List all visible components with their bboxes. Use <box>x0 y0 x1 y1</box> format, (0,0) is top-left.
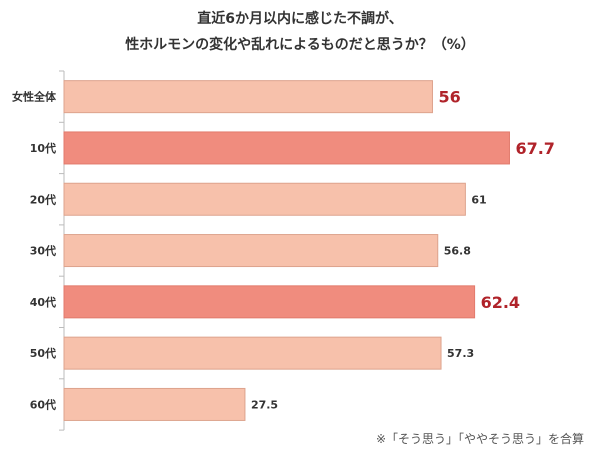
category-label: 40代 <box>30 295 56 309</box>
bar <box>63 80 433 114</box>
data-label: 57.3 <box>447 347 474 360</box>
category-label: 10代 <box>30 141 56 155</box>
data-label: 67.7 <box>515 139 554 158</box>
bar <box>63 182 466 216</box>
chart-note: ※「そう思う」「ややそう思う」を合算 <box>375 432 584 446</box>
bar <box>63 285 476 319</box>
data-label: 56.8 <box>444 245 471 258</box>
data-label: 27.5 <box>251 398 278 411</box>
chart-title-line2: 性ホルモンの変化や乱れによるものだと思うか？（%） <box>125 37 475 53</box>
bar <box>63 234 439 268</box>
bar <box>63 336 442 370</box>
bar <box>63 131 510 165</box>
data-label: 62.4 <box>481 293 520 312</box>
category-label: 50代 <box>30 346 56 360</box>
category-label: 30代 <box>30 244 56 258</box>
bar <box>63 387 246 421</box>
data-label: 56 <box>438 88 460 107</box>
category-label: 女性全体 <box>12 90 57 104</box>
category-label: 60代 <box>30 397 56 411</box>
category-label: 20代 <box>30 192 56 206</box>
chart-title-line1: 直近6か月以内に感じた不調が、 <box>197 11 403 27</box>
data-label: 61 <box>471 193 486 206</box>
